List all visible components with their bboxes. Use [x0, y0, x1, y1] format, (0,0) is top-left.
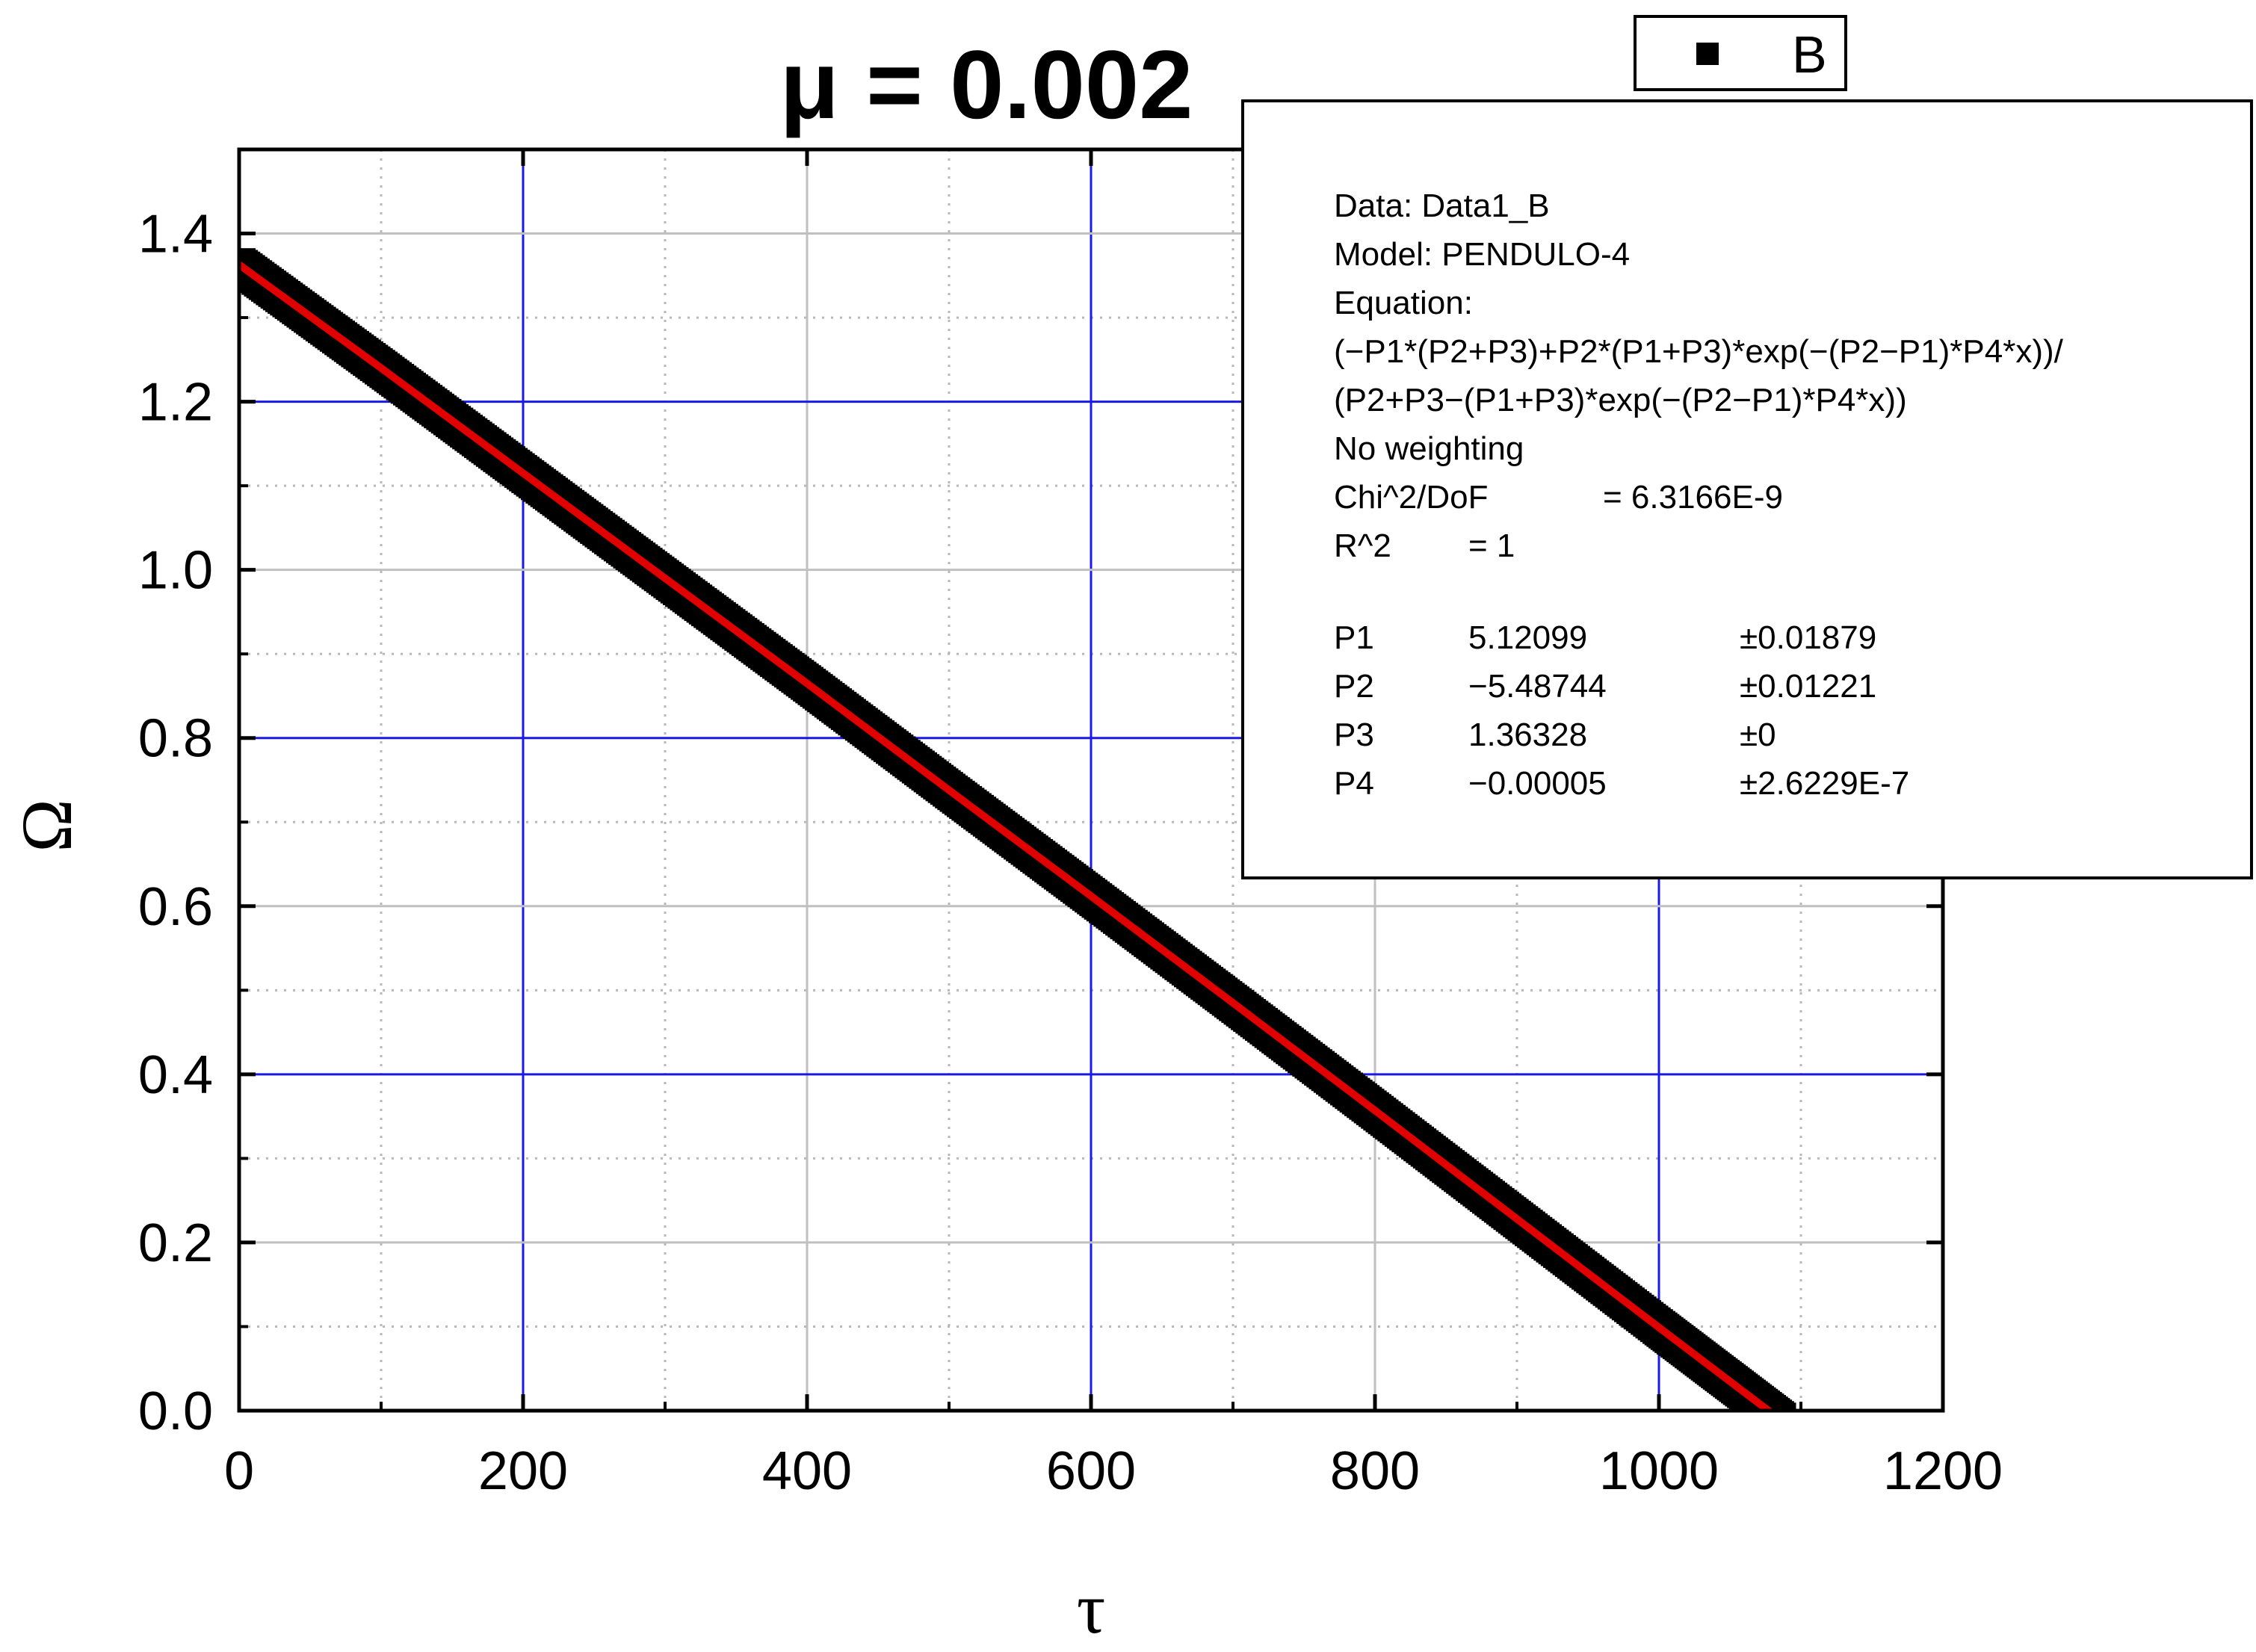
y-tick-label: 0.8	[138, 709, 213, 769]
data-point	[1763, 1402, 1796, 1411]
legend: B	[1634, 15, 1847, 91]
fit-param-name: P2	[1334, 668, 1374, 705]
fit-param-value: −5.48744	[1468, 668, 1607, 705]
x-tick-label: 200	[478, 1441, 568, 1501]
fit-param-value: 1.36328	[1468, 717, 1587, 753]
fit-param-error: ±2.6229E-7	[1740, 765, 1909, 802]
x-tick-label: 800	[1330, 1441, 1420, 1501]
fit-weighting-line: No weighting	[1334, 430, 1524, 467]
fit-equation-line-2: (P2+P3−(P1+P3)*exp(−(P2−P1)*P4*x))	[1334, 382, 1907, 418]
fit-r2-label: R^2	[1334, 528, 1391, 564]
y-axis-label: Ω	[7, 799, 87, 852]
fit-param-error: ±0	[1740, 717, 1776, 753]
fit-param-error: ±0.01221	[1740, 668, 1876, 705]
y-tick-label: 0.6	[138, 877, 213, 937]
fit-results-panel	[1241, 99, 2253, 879]
y-tick-label: 0.2	[138, 1213, 213, 1273]
y-tick-label: 1.0	[138, 541, 213, 601]
fit-param-error: ±0.01879	[1740, 619, 1876, 656]
y-tick-label: 1.4	[138, 205, 213, 264]
y-tick-label: 0.4	[138, 1045, 213, 1105]
fit-equation-line-1: (−P1*(P2+P3)+P2*(P1+P3)*exp(−(P2−P1)*P4*…	[1334, 333, 2064, 370]
fit-param-value: −0.00005	[1468, 765, 1607, 802]
y-tick-label: 0.0	[138, 1382, 213, 1441]
fit-param-name: P3	[1334, 717, 1374, 753]
legend-box	[1634, 15, 1847, 91]
legend-label: B	[1792, 25, 1827, 84]
axis-ticks: 0 200 400 600 800 1000 1200 0.0 0.2 0.4 0.6 0.8 1.0 1…	[138, 148, 2003, 1501]
fit-r2-value: = 1	[1468, 528, 1515, 564]
fit-line	[239, 262, 1775, 1411]
fit-model-line: Model: PENDULO-4	[1334, 236, 1630, 273]
fit-chi-label: Chi^2/DoF	[1334, 479, 1489, 516]
fit-chi-value: = 6.3166E-9	[1603, 479, 1783, 516]
fit-param-value: 5.12099	[1468, 619, 1587, 656]
y-tick-label: 1.2	[138, 373, 213, 433]
chart-title: μ = 0.002	[779, 30, 1193, 139]
x-tick-label: 1000	[1599, 1441, 1719, 1501]
fit-param-name: P4	[1334, 765, 1374, 802]
fit-equation-label: Equation:	[1334, 285, 1473, 321]
x-axis-label: τ	[1077, 1568, 1106, 1648]
fit-data-line: Data: Data1_B	[1334, 188, 1550, 224]
fit-results-box: Data: Data1_B Model: PENDULO-4 Equation:…	[1241, 99, 2253, 879]
x-tick-label: 600	[1046, 1441, 1136, 1501]
legend-marker-square	[1696, 43, 1719, 65]
x-tick-label: 0	[224, 1441, 254, 1501]
plot-area	[239, 248, 1796, 1411]
x-tick-label: 1200	[1883, 1441, 2003, 1501]
fit-param-name: P1	[1334, 619, 1374, 656]
x-tick-label: 400	[762, 1441, 852, 1501]
